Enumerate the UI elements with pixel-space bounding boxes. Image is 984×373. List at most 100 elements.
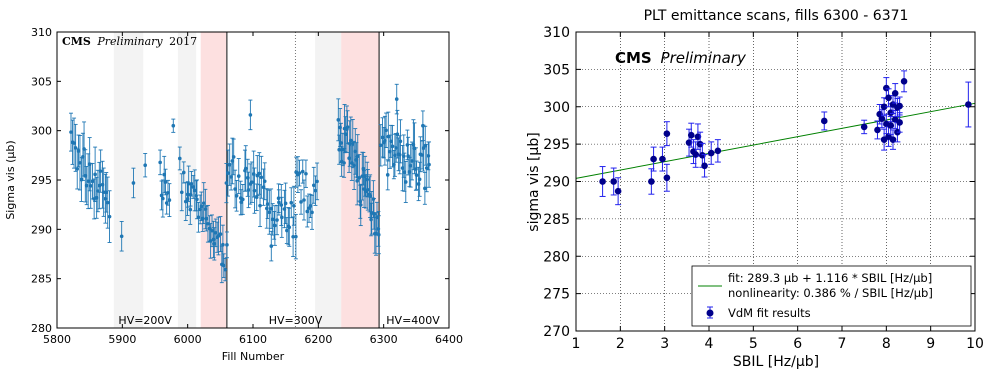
point-marker: [257, 171, 262, 176]
data-point: [287, 207, 292, 247]
point-marker: [687, 131, 695, 139]
right-ylabel: sigma vis [μb]: [526, 132, 542, 231]
data-point: [131, 167, 136, 199]
point-marker: [375, 215, 379, 220]
point-marker: [342, 161, 346, 165]
data-point: [262, 162, 267, 201]
data-point: [177, 146, 182, 171]
data-point: [98, 149, 103, 193]
gray-band: [177, 32, 197, 328]
point-marker: [206, 221, 210, 226]
point-marker: [648, 178, 655, 185]
point-marker: [273, 223, 277, 228]
left-cms-bold: CMS: [62, 35, 91, 48]
point-marker: [313, 188, 318, 193]
data-point: [410, 141, 415, 181]
data-point: [279, 196, 284, 238]
point-marker: [401, 154, 406, 158]
data-point: [267, 189, 272, 235]
point-marker: [426, 154, 431, 158]
point-marker: [707, 149, 715, 157]
point-marker: [394, 97, 399, 101]
data-point: [342, 147, 347, 178]
data-point: [659, 146, 666, 172]
data-point: [291, 216, 296, 258]
data-point: [225, 149, 230, 197]
right-cms-bold: CMS: [615, 49, 652, 67]
fit-line: [575, 102, 976, 179]
point-marker: [265, 202, 270, 206]
point-marker: [161, 196, 165, 201]
point-marker: [885, 94, 892, 102]
left-bands: [113, 32, 380, 328]
point-marker: [283, 201, 288, 206]
point-marker: [889, 136, 897, 143]
hv-label: HV=300V: [269, 314, 323, 327]
data-point: [234, 180, 239, 212]
data-point: [231, 138, 236, 176]
point-marker: [291, 234, 295, 239]
point-marker: [287, 225, 292, 230]
point-marker: [119, 234, 124, 239]
y-tick-label: 270: [543, 324, 570, 340]
point-marker: [348, 138, 353, 143]
point-marker: [714, 147, 722, 155]
gray-band: [113, 32, 144, 328]
point-marker: [104, 190, 109, 195]
x-tick-label: 6000: [174, 333, 202, 346]
data-point: [104, 172, 109, 213]
point-marker: [269, 206, 273, 211]
data-point: [376, 215, 381, 255]
data-point: [258, 184, 263, 228]
point-marker: [223, 267, 228, 272]
right-legend: fit: 289.3 μb + 1.116 * SBIL [Hz/μb] non…: [691, 265, 972, 327]
hv-label: HV=200V: [118, 314, 172, 327]
point-marker: [214, 231, 218, 235]
point-marker: [358, 199, 363, 204]
x-tick-label: 6: [793, 336, 802, 352]
point-marker: [239, 200, 244, 204]
point-marker: [69, 130, 73, 134]
pink-band: [341, 32, 380, 328]
y-tick-label: 305: [31, 75, 52, 88]
point-marker: [427, 162, 431, 167]
point-marker: [269, 244, 274, 248]
point-marker: [279, 203, 284, 207]
point-marker: [191, 185, 196, 189]
data-point: [887, 115, 895, 135]
data-point: [163, 168, 168, 196]
point-marker: [248, 113, 253, 117]
y-tick-label: 295: [543, 137, 570, 153]
point-marker: [374, 232, 378, 236]
x-tick-label: 6200: [304, 333, 332, 346]
data-point: [315, 162, 320, 201]
point-marker: [420, 153, 424, 157]
point-marker: [163, 180, 168, 184]
x-tick-label: 6100: [239, 333, 267, 346]
point-marker: [234, 193, 239, 198]
point-marker: [663, 130, 671, 137]
data-point: [303, 159, 308, 188]
left-ticks: 5800 5900 6000 6100 6200 6300 6400 280 285 290 295…: [31, 26, 463, 346]
right-xlabel: SBIL [Hz/μb]: [733, 354, 819, 370]
point-marker: [820, 117, 828, 125]
point-marker: [386, 134, 391, 139]
data-point: [107, 190, 112, 243]
data-point: [167, 183, 172, 218]
point-marker: [236, 174, 241, 178]
point-marker: [423, 143, 428, 148]
point-marker: [241, 197, 245, 202]
data-point: [896, 96, 903, 116]
data-point: [257, 152, 262, 195]
point-marker: [188, 207, 193, 212]
point-marker: [158, 160, 162, 165]
left-points: [68, 83, 432, 284]
point-marker: [365, 177, 370, 182]
point-marker: [900, 78, 908, 85]
point-marker: [285, 228, 289, 233]
data-point: [900, 70, 908, 93]
point-marker: [685, 139, 693, 146]
data-point: [221, 253, 226, 278]
x-tick-label: 5800: [43, 333, 71, 346]
point-marker: [86, 179, 90, 184]
